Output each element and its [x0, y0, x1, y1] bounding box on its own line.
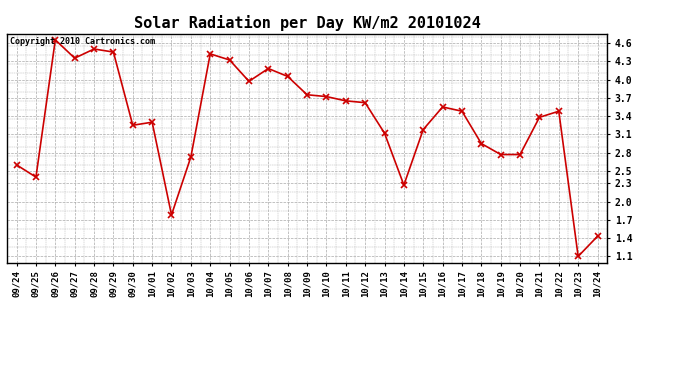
Text: Copyright 2010 Cartronics.com: Copyright 2010 Cartronics.com — [10, 37, 155, 46]
Title: Solar Radiation per Day KW/m2 20101024: Solar Radiation per Day KW/m2 20101024 — [134, 15, 480, 31]
